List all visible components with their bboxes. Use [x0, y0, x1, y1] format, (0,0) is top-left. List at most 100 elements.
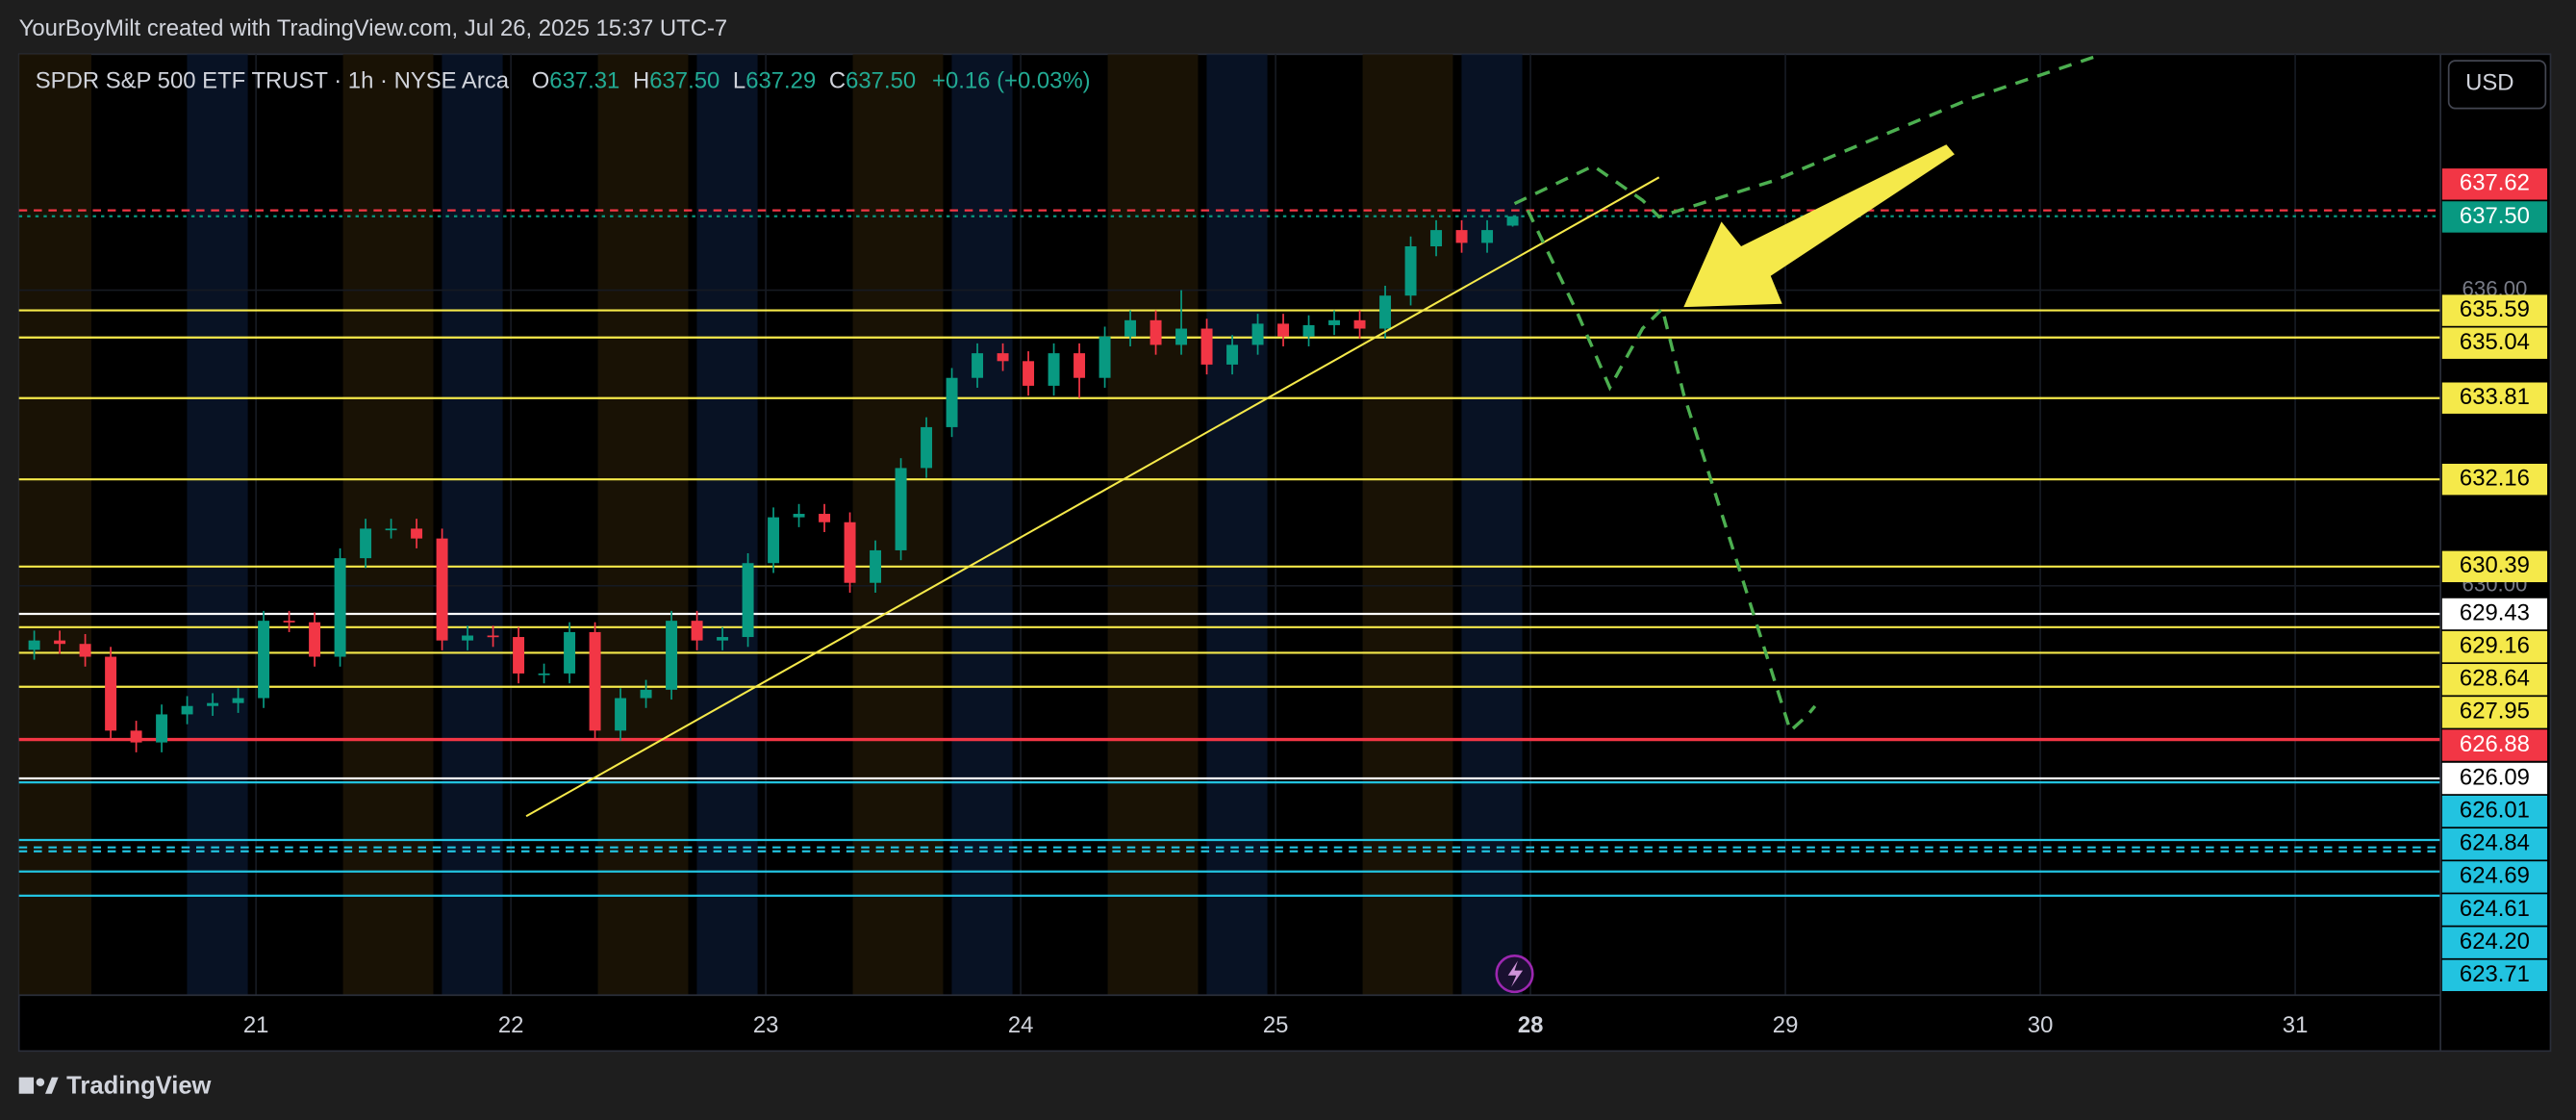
candle-body	[768, 517, 780, 564]
level-label: 629.43	[2460, 599, 2530, 625]
ohlc-value: 637.50	[846, 68, 916, 94]
candle-body	[819, 514, 831, 522]
x-tick-label: 24	[1008, 1012, 1034, 1038]
candle-body	[1379, 295, 1392, 329]
candle-body	[334, 558, 346, 657]
level-label: 635.04	[2460, 329, 2530, 355]
level-label: 624.69	[2460, 863, 2530, 889]
premarket-band	[187, 54, 248, 996]
level-label-bg	[2441, 795, 2548, 827]
level-label: 632.16	[2460, 466, 2530, 492]
candle-body	[1200, 328, 1213, 365]
candle-body	[1023, 361, 1035, 386]
ohlc-key: H	[633, 68, 649, 94]
x-tick-label: 30	[2028, 1012, 2054, 1038]
candle-body	[717, 637, 729, 641]
candle-body	[105, 656, 117, 731]
candle-body	[1506, 216, 1519, 226]
x-tick-label: 22	[498, 1012, 524, 1038]
level-label: 630.39	[2460, 552, 2530, 578]
ohlc-value: 637.29	[745, 68, 816, 94]
x-tick-label: 21	[243, 1012, 269, 1038]
candle-body	[946, 377, 958, 427]
candle-body	[844, 522, 856, 583]
candle-body	[487, 635, 499, 638]
candle-body	[207, 702, 219, 706]
brand-logo	[18, 1077, 59, 1094]
candle-body	[360, 528, 372, 559]
level-label: 629.16	[2460, 632, 2530, 658]
candle-body	[385, 528, 397, 531]
level-label-bg	[2441, 168, 2548, 200]
level-label-bg	[2441, 894, 2548, 926]
candle-body	[1048, 353, 1060, 386]
premarket-band	[696, 54, 758, 996]
credit: YourBoyMilt created with TradingView.com…	[19, 15, 728, 41]
premarket-band	[1461, 54, 1523, 996]
candle-body	[1328, 319, 1341, 325]
x-tick-label: 23	[753, 1012, 779, 1038]
level-label-bg	[2441, 959, 2548, 992]
candle-body	[997, 353, 1009, 362]
level-label-bg	[2441, 762, 2548, 795]
trend-line	[525, 176, 1660, 818]
level-label-bg	[2441, 927, 2548, 958]
level-label: 627.95	[2460, 699, 2530, 725]
afterhours-band	[597, 54, 689, 996]
x-tick-label: 31	[2283, 1012, 2309, 1038]
candle-body	[742, 563, 754, 638]
candle-body	[1175, 328, 1188, 345]
candle-body	[895, 468, 907, 550]
level-label-bg	[2441, 630, 2548, 663]
level-label: 624.84	[2460, 830, 2530, 856]
currency[interactable]: USD	[2465, 69, 2513, 95]
candle-body	[436, 538, 448, 641]
level-label: 637.50	[2460, 203, 2530, 229]
x-tick-label: 29	[1773, 1012, 1799, 1038]
level-label: 637.62	[2460, 170, 2530, 196]
level-label-bg	[2441, 201, 2548, 233]
ohlc-key: L	[733, 68, 745, 94]
level-label-bg	[2441, 294, 2548, 326]
ohlc-key: C	[829, 68, 846, 94]
candle-body	[1073, 353, 1086, 378]
candle-body	[615, 698, 627, 731]
candle-body	[1455, 230, 1468, 243]
candle-body	[1226, 344, 1239, 365]
candle-body	[691, 621, 703, 641]
afterhours-band	[1107, 54, 1199, 996]
level-label-bg	[2441, 697, 2548, 728]
level-label-bg	[2441, 550, 2548, 583]
candle-body	[1353, 319, 1366, 329]
brand: TradingView	[66, 1073, 211, 1100]
level-label-bg	[2441, 828, 2548, 860]
level-label: 635.59	[2460, 296, 2530, 322]
level-label: 626.01	[2460, 797, 2530, 823]
candle-body	[1481, 230, 1494, 243]
candles	[28, 216, 1519, 752]
legend: SPDR S&P 500 ETF TRUST · 1h · NYSE Arca …	[36, 68, 1091, 94]
ohlc-value: 637.31	[549, 68, 619, 94]
forecast-path-down	[1526, 209, 1817, 734]
candle-body	[1430, 230, 1443, 247]
level-label: 624.61	[2460, 896, 2530, 922]
price-axis: 636.00630.00637.62637.50635.59635.04633.…	[2441, 168, 2548, 992]
level-label-bg	[2441, 382, 2548, 414]
level-label-bg	[2441, 327, 2548, 359]
candle-body	[411, 528, 423, 539]
candle-body	[513, 637, 525, 674]
candle-body	[1302, 324, 1315, 337]
candle-body	[1404, 246, 1417, 296]
levels	[18, 209, 2441, 897]
currency-button[interactable]	[2447, 60, 2547, 110]
premarket-band	[442, 54, 503, 996]
candle-body	[309, 622, 321, 657]
forecast-path-up	[1513, 52, 2104, 219]
candle-body	[870, 549, 882, 583]
level-label-bg	[2441, 463, 2548, 496]
premarket-band	[1206, 54, 1268, 996]
candle-body	[1277, 323, 1290, 337]
level-label: 626.09	[2460, 764, 2530, 790]
